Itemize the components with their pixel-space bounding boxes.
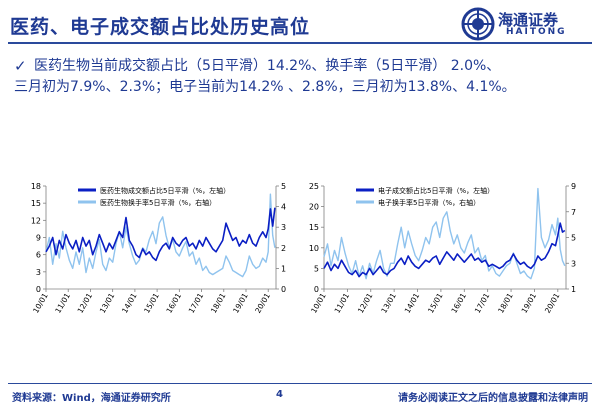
x-tick-label: 10/01 — [31, 291, 50, 314]
x-tick-label: 14/01 — [403, 291, 422, 314]
legend-label: 医药生物换手率5日平滑（%，右轴） — [100, 198, 216, 207]
legend-label: 医药生物成交额占比5日平滑（%，左轴） — [100, 186, 230, 195]
left-tick-label: 0 — [314, 285, 319, 294]
summary-bullet: ✓ 医药生物当前成交额占比（5日平滑）14.2%、换手率（5日平滑） 2.0%、… — [14, 56, 594, 98]
logo-emblem-icon — [461, 7, 495, 41]
bullet-line-1: 医药生物当前成交额占比（5日平滑）14.2%、换手率（5日平滑） 2.0%、 — [34, 58, 501, 74]
x-tick-label: 15/01 — [142, 291, 161, 314]
legend-label: 电子成交额占比5日平滑（%，左轴） — [378, 186, 494, 195]
left-tick-label: 12 — [31, 216, 41, 225]
left-tick-label: 10 — [309, 244, 319, 253]
left-tick-label: 9 — [36, 234, 41, 243]
x-tick-label: 18/01 — [496, 291, 515, 314]
right-tick-label: 0 — [281, 285, 286, 294]
x-tick-label: 11/01 — [53, 291, 72, 314]
left-tick-label: 15 — [31, 199, 41, 208]
left-tick-label: 6 — [36, 251, 41, 260]
x-tick-label: 19/01 — [231, 291, 250, 314]
left-tick-label: 5 — [314, 264, 319, 273]
chart-electronics: 0 5 10 15 20 25 1 3 5 7 9 10/01 11/01 12/01 13/01 14/01… — [304, 176, 592, 326]
left-tick-label: 0 — [36, 285, 41, 294]
x-tick-label: 10/01 — [309, 291, 328, 314]
right-tick-label: 1 — [281, 264, 286, 273]
check-icon: ✓ — [14, 57, 27, 75]
footer-divider — [8, 383, 592, 384]
x-tick-label: 20/01 — [543, 291, 562, 314]
x-tick-label: 14/01 — [120, 291, 139, 314]
x-tick-label: 13/01 — [98, 291, 117, 314]
x-tick-label: 17/01 — [187, 291, 206, 314]
company-logo: 海通证券 HAITONG — [458, 6, 594, 42]
x-tick-label: 12/01 — [356, 291, 375, 314]
x-tick-label: 11/01 — [333, 291, 352, 314]
logo-text-en: HAITONG — [506, 27, 567, 37]
x-tick-label: 15/01 — [426, 291, 445, 314]
bullet-line-2: 三月初为7.9%、2.3%；电子当前为14.2% 、2.8%，三月初为13.8%… — [14, 79, 516, 95]
x-tick-label: 20/01 — [253, 291, 272, 314]
legend-label: 电子换手率5日平滑（%，右轴） — [378, 198, 480, 207]
right-tick-label: 5 — [571, 234, 576, 243]
title-divider — [8, 42, 592, 44]
right-tick-label: 4 — [281, 203, 286, 212]
right-tick-label: 9 — [571, 182, 576, 191]
series-line-right — [45, 193, 276, 278]
page-number: 4 — [276, 389, 283, 400]
right-tick-label: 7 — [571, 208, 576, 217]
chart-pharma: 0 3 6 9 12 15 18 0 1 2 3 4 5 10/01 11/01 12/01 13/01 14/0… — [24, 176, 300, 326]
logo-text-cn: 海通证券 — [498, 11, 559, 29]
x-tick-label: 12/01 — [76, 291, 95, 314]
x-tick-label: 17/01 — [473, 291, 492, 314]
series-line-left — [323, 222, 566, 278]
x-tick-label: 16/01 — [164, 291, 183, 314]
footer-source: 资料来源：Wind，海通证券研究所 — [12, 393, 171, 404]
right-tick-label: 2 — [281, 244, 286, 253]
chart-electronics-svg: 0 5 10 15 20 25 1 3 5 7 9 10/01 11/01 12/01 13/01 14/01… — [309, 182, 576, 315]
left-tick-label: 20 — [309, 203, 319, 212]
page-title: 医药、电子成交额占比处历史高位 — [10, 16, 311, 38]
left-tick-label: 15 — [309, 223, 319, 232]
right-tick-label: 1 — [571, 285, 576, 294]
left-tick-label: 3 — [36, 268, 41, 277]
left-tick-label: 25 — [309, 182, 319, 191]
x-tick-label: 16/01 — [449, 291, 468, 314]
series-line-left — [45, 207, 276, 262]
x-tick-label: 19/01 — [520, 291, 539, 314]
right-tick-label: 3 — [571, 259, 576, 268]
right-tick-label: 3 — [281, 223, 286, 232]
right-tick-label: 5 — [281, 182, 286, 191]
left-tick-label: 18 — [31, 182, 41, 191]
footer-disclaimer: 请务必阅读正文之后的信息披露和法律声明 — [398, 393, 588, 404]
x-tick-label: 13/01 — [379, 291, 398, 314]
x-tick-label: 18/01 — [209, 291, 228, 314]
